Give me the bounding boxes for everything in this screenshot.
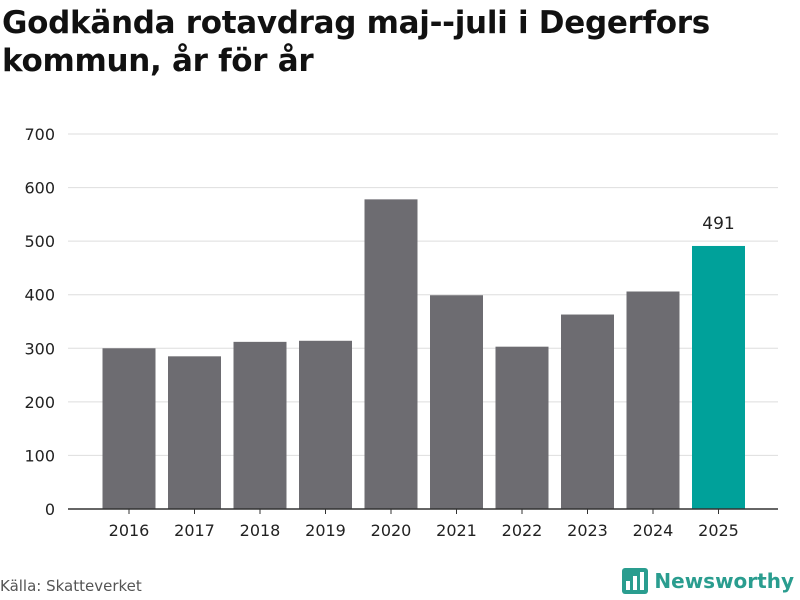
bar-2018: [233, 341, 287, 509]
newsworthy-logo-icon: [622, 568, 649, 594]
y-tick-label: 300: [24, 339, 55, 358]
x-tick-label: 2019: [305, 521, 346, 540]
data-labels: 491: [702, 214, 734, 234]
axes: 0 100 200 300 400 500 600 700 2016 2017 2018 2019 20…: [24, 125, 778, 540]
chart-title: Godkända rotavdrag maj--juli i Degerfors…: [2, 5, 710, 79]
y-tick-label: 600: [24, 179, 55, 198]
bars: [102, 199, 745, 509]
bar-2017: [168, 356, 221, 509]
bar-2025: [692, 245, 745, 509]
y-tick-label: 100: [24, 446, 55, 465]
x-tick-label: 2017: [174, 521, 215, 540]
bar-2019: [299, 340, 352, 509]
bar-2024: [626, 291, 680, 509]
x-tick-label: 2016: [109, 521, 150, 540]
y-tick-label: 700: [24, 125, 55, 144]
y-tick-label: 200: [24, 393, 55, 412]
bar-2022: [495, 346, 549, 509]
x-tick-label: 2020: [371, 521, 412, 540]
x-tick-label: 2022: [502, 521, 543, 540]
y-tick-label: 500: [24, 232, 55, 251]
bar-2020: [364, 199, 418, 509]
x-tick-label: 2021: [436, 521, 477, 540]
bar-2023: [561, 314, 614, 509]
x-tick-label: 2018: [240, 521, 281, 540]
x-tick-label: 2023: [567, 521, 608, 540]
bar-2016: [102, 348, 156, 509]
brand-logo: Newsworthy: [622, 568, 794, 594]
brand-name: Newsworthy: [654, 569, 794, 593]
y-tick-label: 0: [45, 500, 55, 519]
x-tick-label: 2025: [698, 521, 739, 540]
data-label: 491: [702, 214, 734, 234]
x-tick-label: 2024: [633, 521, 674, 540]
source-note: Källa: Skatteverket: [0, 577, 142, 595]
y-tick-label: 400: [24, 286, 55, 305]
bar-2021: [430, 295, 483, 509]
